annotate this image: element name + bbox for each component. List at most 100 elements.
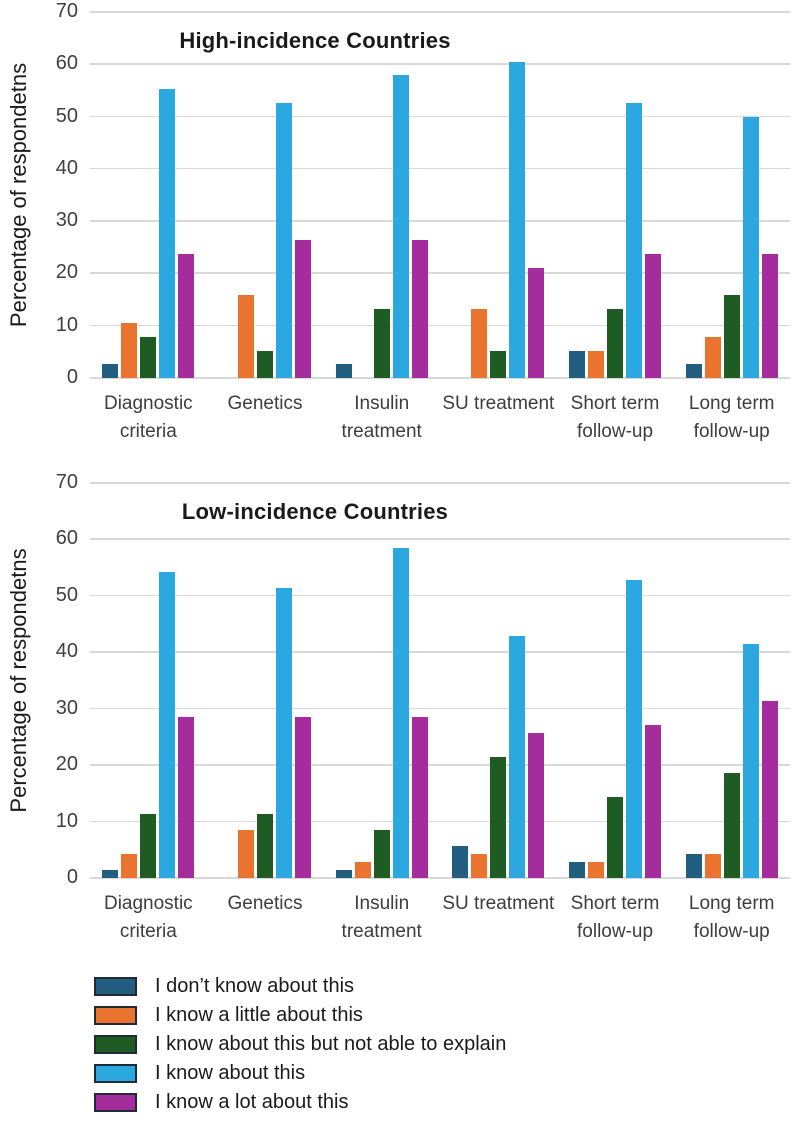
bar xyxy=(178,716,195,878)
bar xyxy=(588,350,605,378)
bar-group xyxy=(323,12,440,378)
bar xyxy=(392,75,409,378)
bar xyxy=(452,845,469,878)
bar xyxy=(238,829,254,878)
gridline xyxy=(90,482,790,484)
bar xyxy=(569,861,586,878)
bar xyxy=(626,579,643,878)
bar xyxy=(742,644,759,878)
gridline xyxy=(90,707,790,710)
bar xyxy=(626,102,643,378)
bar-group xyxy=(207,12,324,378)
legend-label: I know a little about this xyxy=(155,1004,363,1026)
x-axis-labels: Diagnostic criteria Genetics Insulin treat… xyxy=(90,890,790,946)
gridline xyxy=(90,220,790,222)
gridline xyxy=(90,167,790,170)
category-label: Genetics xyxy=(227,393,303,414)
legend-swatch xyxy=(94,1064,137,1083)
bar xyxy=(742,116,759,378)
bar xyxy=(645,254,662,378)
gridline xyxy=(90,11,790,13)
bar xyxy=(685,364,702,378)
bar xyxy=(761,254,778,378)
bar xyxy=(276,102,292,378)
bar xyxy=(159,89,176,378)
y-tick-label: 40 xyxy=(55,640,78,663)
chart-title: High-incidence Countries xyxy=(179,28,451,53)
bar xyxy=(471,853,488,878)
y-tick-label: 0 xyxy=(66,366,78,389)
gridline xyxy=(90,324,790,327)
bar xyxy=(335,364,352,378)
bar-group xyxy=(440,12,557,378)
gridline xyxy=(90,377,790,379)
bar xyxy=(140,336,157,378)
bar-group xyxy=(673,12,790,378)
bar xyxy=(411,716,428,878)
bar xyxy=(335,869,352,878)
bar xyxy=(471,309,488,378)
y-tick-label: 10 xyxy=(55,313,78,336)
bar xyxy=(354,861,371,878)
gridline xyxy=(90,764,790,766)
category-label: Diagnostic criteria xyxy=(103,393,193,442)
bar xyxy=(685,853,702,878)
bar xyxy=(588,861,605,878)
legend-item: I don’t know about this xyxy=(94,975,506,998)
bar xyxy=(528,267,545,378)
y-tick-label: 10 xyxy=(55,809,78,832)
bar xyxy=(490,350,507,378)
bar xyxy=(490,757,507,878)
legend-swatch xyxy=(94,1006,137,1025)
category-label: SU treatment xyxy=(442,393,555,414)
bar xyxy=(178,254,195,378)
bar-group xyxy=(323,483,440,878)
category-label: Genetics xyxy=(227,893,303,914)
legend-swatch xyxy=(94,977,137,996)
bar xyxy=(528,732,545,878)
chart-title: Low-incidence Countries xyxy=(181,499,449,524)
bar xyxy=(159,571,176,878)
y-tick-label: 50 xyxy=(55,583,78,606)
bar xyxy=(607,309,624,378)
legend-swatch xyxy=(94,1035,137,1054)
y-tick-label: 70 xyxy=(55,0,78,23)
gridline xyxy=(90,820,790,823)
category-label: Diagnostic criteria xyxy=(103,893,193,942)
bars-layer xyxy=(90,483,790,878)
y-tick-label: 0 xyxy=(66,866,78,889)
category-label: Insulin treatment xyxy=(341,393,422,442)
bar xyxy=(723,773,740,878)
category-label: Short term follow-up xyxy=(570,393,660,442)
bar-group xyxy=(673,483,790,878)
bar-group xyxy=(440,483,557,878)
gridline xyxy=(90,115,790,118)
bar xyxy=(411,240,428,378)
bar xyxy=(723,295,740,378)
legend-swatch xyxy=(94,1093,137,1112)
legend-label: I know about this xyxy=(155,1062,306,1084)
legend: I don’t know about this I know a little a… xyxy=(94,975,506,1120)
bar xyxy=(295,240,311,378)
bar xyxy=(257,813,273,878)
bar xyxy=(121,853,138,878)
y-axis-label: Percentage of respondetns xyxy=(6,62,31,328)
gridline xyxy=(90,651,790,653)
bar xyxy=(607,797,624,878)
category-label: Long term follow-up xyxy=(688,893,775,942)
bar xyxy=(257,350,273,378)
gridline xyxy=(90,877,790,879)
plot-area: Low-incidence Countries 0 10 20 30 40 50 60 70 xyxy=(56,471,790,888)
bar-group xyxy=(90,483,207,878)
y-tick-label: 20 xyxy=(55,753,78,776)
gridline xyxy=(90,538,790,540)
y-axis-label: Percentage of respondetns xyxy=(6,548,31,813)
category-label: SU treatment xyxy=(442,893,555,914)
gridline xyxy=(90,272,790,274)
bar xyxy=(509,636,526,878)
bars-layer xyxy=(90,12,790,378)
bar xyxy=(704,336,721,378)
bar xyxy=(569,350,586,378)
bar xyxy=(373,309,390,378)
bar xyxy=(509,61,526,378)
